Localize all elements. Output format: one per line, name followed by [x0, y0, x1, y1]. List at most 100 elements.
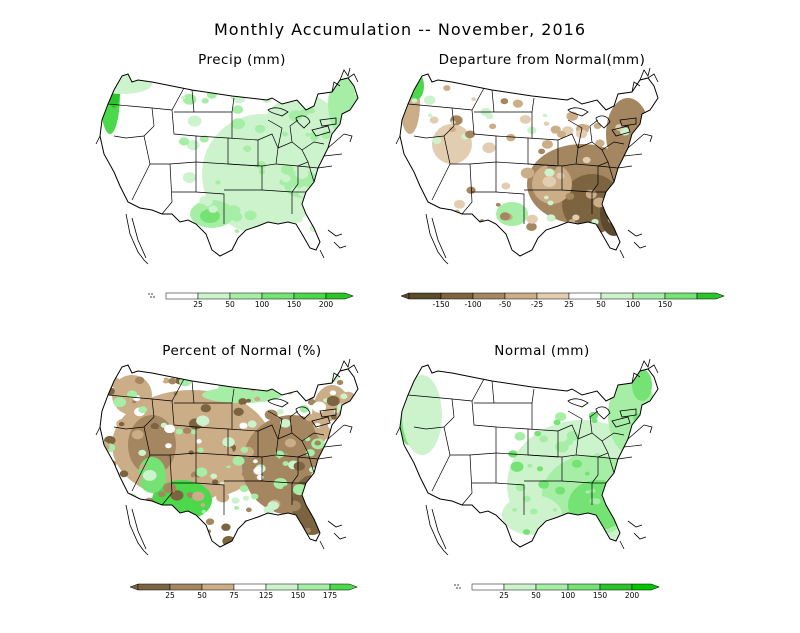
legend-swatch	[472, 292, 506, 300]
state-border	[627, 424, 645, 440]
state-border	[195, 482, 225, 515]
state-border	[607, 161, 615, 183]
legend-arrow-left	[129, 583, 139, 591]
state-border	[191, 89, 235, 113]
country-outline	[399, 364, 659, 548]
coast-detail	[631, 372, 641, 384]
legend-swatch	[631, 583, 660, 591]
field-patch	[316, 174, 329, 185]
field-patch	[256, 161, 267, 170]
field-patch	[324, 160, 331, 166]
field-patch	[358, 534, 364, 538]
field-patch	[520, 167, 535, 179]
field-patch	[188, 450, 194, 455]
state-border	[323, 153, 343, 157]
field-patch	[596, 233, 602, 238]
state-border	[491, 89, 535, 113]
field-patch	[542, 113, 548, 118]
state-border	[450, 454, 473, 506]
state-border	[567, 119, 583, 149]
field-patch	[316, 539, 325, 546]
state-border	[495, 191, 525, 224]
field-patch	[245, 507, 252, 513]
field-patch	[526, 222, 537, 232]
field-patch	[187, 115, 202, 127]
field-patch	[555, 486, 566, 495]
field-patch	[131, 429, 144, 440]
state-border	[451, 107, 497, 165]
field-patch	[576, 129, 588, 139]
field-patch	[239, 485, 249, 493]
field-patch	[571, 459, 582, 468]
state-border	[307, 161, 315, 183]
field-patch	[327, 511, 335, 518]
legend-swatch	[297, 583, 331, 591]
field-region	[502, 495, 562, 535]
legend-swatch	[599, 583, 633, 591]
legend-swatch	[664, 292, 698, 300]
state-border	[131, 135, 151, 201]
field-patch	[144, 511, 159, 522]
field-patch	[333, 500, 346, 510]
state-border	[150, 163, 173, 215]
state-border	[495, 135, 529, 165]
field-patch	[478, 227, 489, 236]
field-patch	[552, 508, 558, 512]
legend-swatch	[696, 292, 725, 300]
field-patch	[585, 490, 590, 494]
field-patch	[238, 398, 247, 405]
legend-tick-label: 200	[625, 591, 640, 600]
coast-detail	[131, 217, 147, 259]
field-patch	[495, 202, 501, 207]
field-patch	[201, 509, 206, 514]
field-patch	[630, 520, 640, 529]
legend-swatch	[325, 292, 354, 300]
field-patch	[240, 531, 246, 536]
coast-detail	[125, 213, 149, 265]
field-patch	[250, 493, 259, 500]
departure-legend: -150 -100 -50 -25 25 50 100 150	[400, 290, 725, 312]
coast-detail	[595, 406, 611, 420]
coast-detail	[311, 416, 331, 428]
field-patch	[273, 477, 288, 489]
field-patch	[288, 110, 303, 122]
field-patch	[599, 86, 606, 91]
coast-detail	[267, 107, 289, 117]
country-outline	[99, 364, 359, 548]
field-patch	[337, 170, 348, 179]
state-border	[151, 107, 197, 165]
field-patch	[171, 522, 184, 532]
field-patch	[164, 413, 170, 418]
coast-detail	[295, 115, 311, 129]
field-patch	[443, 85, 451, 91]
field-patch	[564, 534, 575, 543]
state-border	[575, 163, 599, 193]
field-patch	[197, 447, 204, 453]
field-patch	[635, 539, 641, 544]
field-patch	[180, 95, 186, 100]
field-patch	[100, 459, 109, 470]
field-patch	[254, 396, 261, 402]
percent-legend: 25 50 75 125 150 175	[129, 581, 358, 603]
panel-precip: Precip (mm)	[92, 52, 392, 342]
coast-detail	[319, 540, 325, 550]
coast-detail	[343, 133, 353, 143]
field-patch	[293, 461, 305, 471]
coast-detail	[595, 115, 611, 129]
field-patch	[584, 471, 590, 476]
field-patch	[350, 159, 357, 165]
legend-swatch	[632, 292, 666, 300]
legend-tick-label: 50	[225, 300, 235, 309]
field-patch	[347, 470, 353, 475]
legend-tick-label: 50	[531, 591, 541, 600]
field-patch	[182, 84, 187, 89]
field-patch	[210, 87, 218, 93]
field-patch	[199, 135, 209, 143]
field-patch	[354, 93, 358, 104]
legend-tick-label: 75	[229, 591, 239, 600]
field-patch	[305, 413, 315, 422]
field-patch	[197, 203, 207, 212]
field-patch	[231, 118, 245, 130]
field-patch	[264, 409, 278, 421]
field-patch	[645, 539, 657, 547]
